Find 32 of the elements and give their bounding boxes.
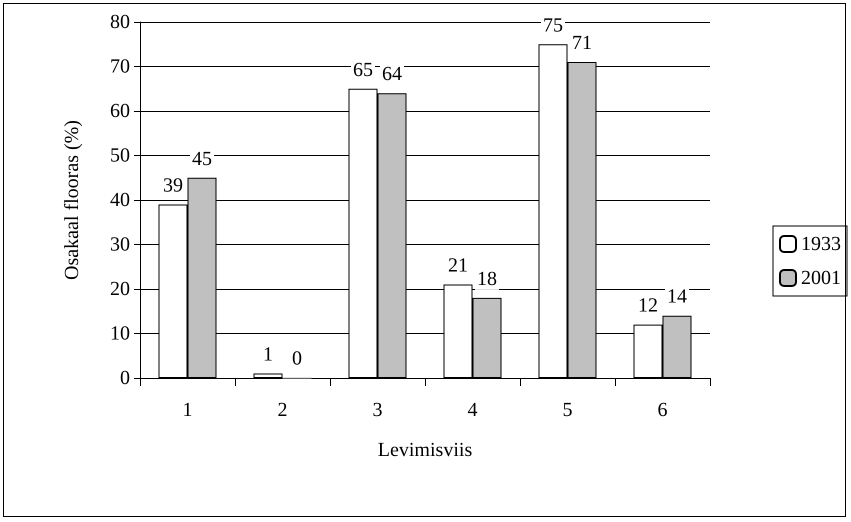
data-label: 21 [448,254,468,277]
x-axis-title: Levimisviis [378,439,472,461]
x-tick-label: 1 [182,399,192,421]
data-label: 64 [382,63,402,86]
y-tick-label: 50 [110,144,130,166]
y-tick-label: 70 [110,56,130,78]
y-tick-label: 10 [110,322,130,344]
data-label: 45 [192,148,212,170]
x-tick-label: 3 [372,399,382,421]
data-label: 65 [353,58,373,81]
y-tick-label: 60 [110,100,130,122]
data-label: 18 [477,268,497,290]
data-label: 14 [667,286,687,308]
x-tick-label: 2 [278,399,288,421]
y-tick-label: 40 [110,189,130,211]
x-tick-label: 4 [468,399,478,421]
data-label: 0 [292,348,302,370]
y-tick-label: 30 [110,234,130,256]
x-tick-label: 5 [562,399,572,421]
y-tick-label: 0 [120,367,130,389]
x-tick-label: 6 [658,399,668,421]
legend-label: 2001 [801,267,841,289]
y-axis-title: Osakaal flooras (%) [61,120,83,280]
data-label: 71 [572,32,592,54]
y-tick-label: 20 [110,278,130,300]
data-label: 75 [543,14,563,36]
data-label: 39 [163,174,183,196]
bar [254,374,282,378]
data-label: 12 [638,294,658,317]
y-tick-label: 80 [110,11,130,33]
data-label: 1 [263,344,273,366]
legend-label: 1933 [801,233,841,255]
